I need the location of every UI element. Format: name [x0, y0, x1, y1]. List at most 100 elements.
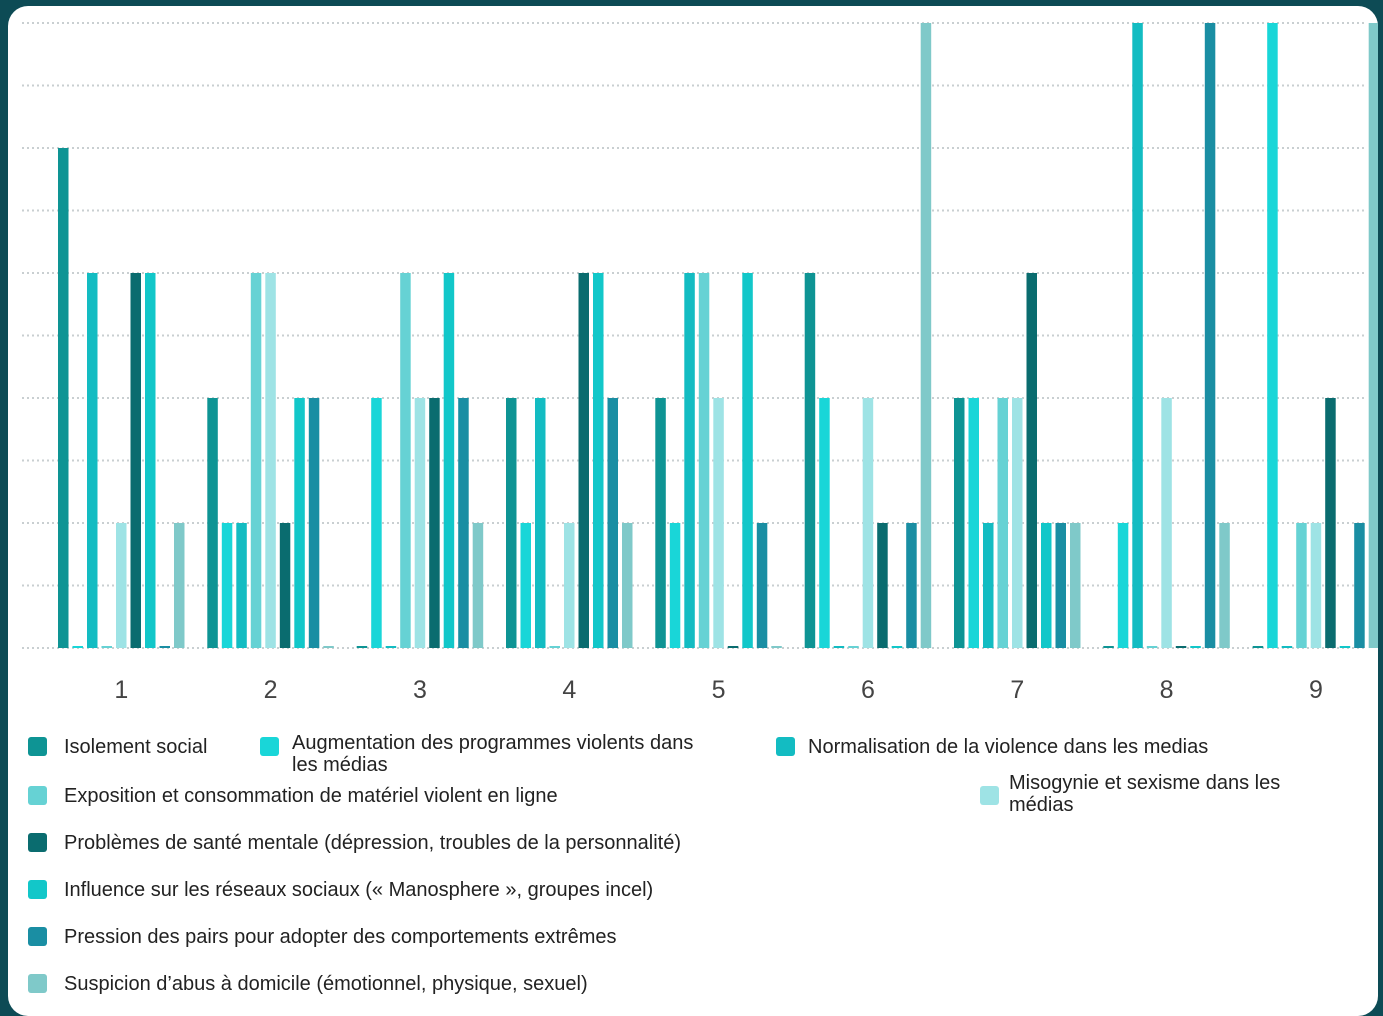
bar[interactable] [804, 273, 816, 648]
bar[interactable] [1041, 523, 1052, 648]
bar[interactable] [1012, 398, 1023, 648]
bar[interactable] [954, 398, 965, 648]
legend-swatch [28, 737, 47, 756]
bar[interactable] [116, 523, 127, 648]
bar[interactable] [891, 646, 903, 648]
bar[interactable] [101, 646, 113, 648]
legend-item-pression-pairs[interactable]: Pression des pairs pour adopter des comp… [28, 926, 617, 948]
bar[interactable] [72, 646, 84, 648]
bar[interactable] [458, 398, 469, 648]
bar[interactable] [698, 273, 710, 648]
bar[interactable] [443, 273, 455, 648]
bar[interactable] [207, 398, 218, 648]
bar[interactable] [174, 523, 185, 648]
legend-item-misogynie[interactable]: Misogynie et sexisme dans les médias [980, 772, 1310, 816]
bar[interactable] [356, 646, 368, 648]
bar[interactable] [58, 148, 69, 648]
bar[interactable] [607, 398, 619, 648]
bar[interactable] [221, 523, 233, 648]
bar[interactable] [520, 523, 532, 648]
bar[interactable] [1204, 23, 1216, 648]
bar[interactable] [130, 273, 142, 648]
bar[interactable] [578, 273, 590, 648]
bar[interactable] [414, 398, 426, 648]
bar[interactable] [1252, 646, 1264, 648]
bar[interactable] [622, 523, 633, 648]
bar[interactable] [1354, 523, 1365, 648]
bar[interactable] [1161, 398, 1172, 648]
bar[interactable] [400, 273, 411, 648]
bar[interactable] [1146, 646, 1158, 648]
bar[interactable] [920, 23, 932, 648]
bar[interactable] [1055, 523, 1067, 648]
bar[interactable] [279, 523, 291, 648]
bar[interactable] [87, 273, 98, 648]
bar[interactable] [1070, 523, 1081, 648]
bar[interactable] [968, 398, 980, 648]
x-tick-label: 8 [1160, 676, 1174, 704]
legend-item-sante-mentale[interactable]: Problèmes de santé mentale (dépression, … [28, 832, 681, 854]
bar[interactable] [250, 273, 262, 648]
bar[interactable] [294, 398, 305, 648]
legend-item-augmentation[interactable]: Augmentation des programmes violents dan… [260, 732, 700, 776]
bar[interactable] [506, 398, 517, 648]
bar[interactable] [1175, 646, 1187, 648]
bar[interactable] [771, 646, 782, 648]
bar[interactable] [549, 646, 561, 648]
legend-item-isolement[interactable]: Isolement social [28, 736, 207, 758]
bar[interactable] [848, 646, 859, 648]
bar[interactable] [236, 523, 247, 648]
bar[interactable] [1310, 523, 1322, 648]
bar[interactable] [1103, 646, 1114, 648]
bar[interactable] [756, 523, 768, 648]
bar[interactable] [265, 273, 276, 648]
legend-label: Suspicion d’abus à domicile (émotionnel,… [64, 973, 588, 995]
bar[interactable] [742, 273, 753, 648]
bar[interactable] [1267, 23, 1278, 648]
bar[interactable] [862, 398, 874, 648]
bar[interactable] [1219, 523, 1230, 648]
bar[interactable] [819, 398, 830, 648]
bar[interactable] [1026, 273, 1038, 648]
legend-item-abus-domicile[interactable]: Suspicion d’abus à domicile (émotionnel,… [28, 973, 588, 995]
bar[interactable] [877, 523, 888, 648]
bar[interactable] [727, 646, 739, 648]
bar[interactable] [1339, 646, 1351, 648]
x-tick-label: 9 [1309, 676, 1323, 704]
bar[interactable] [655, 398, 666, 648]
bar-chart: 1 2 3 4 5 6 7 8 9 [22, 22, 1378, 704]
bar[interactable] [669, 523, 681, 648]
bar[interactable] [833, 646, 845, 648]
legend-item-reseaux-sociaux[interactable]: Influence sur les réseaux sociaux (« Man… [28, 879, 653, 901]
bar[interactable] [1132, 23, 1143, 648]
legend-label: Augmentation des programmes violents dan… [292, 732, 694, 776]
bar[interactable] [371, 398, 382, 648]
bar[interactable] [1281, 646, 1293, 648]
bar[interactable] [1368, 23, 1378, 648]
bar[interactable] [308, 398, 320, 648]
bar[interactable] [385, 646, 397, 648]
bar[interactable] [983, 523, 994, 648]
legend-label: Misogynie et sexisme dans les médias [1009, 772, 1281, 816]
bar[interactable] [906, 523, 917, 648]
legend-item-exposition[interactable]: Exposition et consommation de matériel v… [28, 785, 558, 807]
x-tick-label: 7 [1010, 676, 1024, 704]
bar[interactable] [159, 646, 171, 648]
bar[interactable] [713, 398, 724, 648]
bar[interactable] [997, 398, 1009, 648]
bar[interactable] [1325, 398, 1336, 648]
bar[interactable] [1190, 646, 1201, 648]
legend-item-normalisation[interactable]: Normalisation de la violence dans les me… [776, 736, 1208, 758]
bar[interactable] [564, 523, 575, 648]
bar[interactable] [1117, 523, 1129, 648]
bar[interactable] [429, 398, 440, 648]
bar[interactable] [472, 523, 484, 648]
bar[interactable] [323, 646, 334, 648]
x-tick-label: 3 [413, 676, 427, 704]
bar[interactable] [535, 398, 546, 648]
bar[interactable] [1296, 523, 1307, 648]
bar[interactable] [684, 273, 695, 648]
bar[interactable] [145, 273, 156, 648]
bar[interactable] [593, 273, 604, 648]
x-tick-label: 6 [861, 676, 875, 704]
